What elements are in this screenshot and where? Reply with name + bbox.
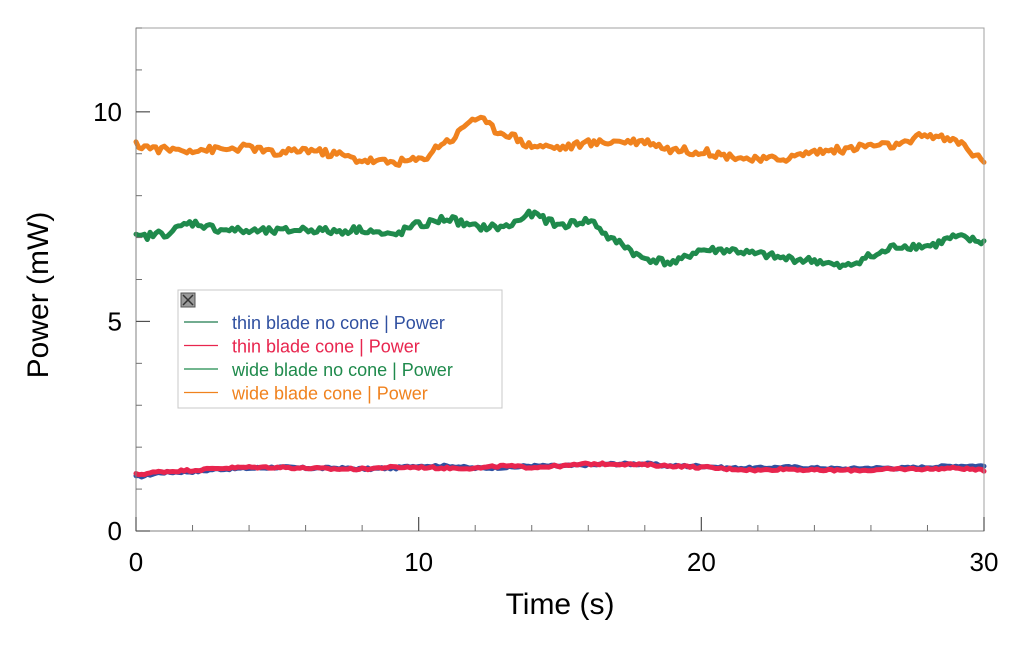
series-layer bbox=[133, 114, 987, 480]
x-axis-title: Time (s) bbox=[506, 588, 615, 621]
x-tick-label: 30 bbox=[970, 547, 999, 577]
y-tick-label: 5 bbox=[108, 306, 122, 336]
series-line-wide-blade-no-cone-power bbox=[133, 208, 987, 270]
y-axis-title: Power (mW) bbox=[22, 212, 55, 379]
legend-label: thin blade cone | Power bbox=[232, 337, 420, 357]
legend-item[interactable]: wide blade cone | Power bbox=[184, 384, 428, 404]
axes-layer: 0 10 20 30 0 5 10 bbox=[93, 27, 999, 577]
legend-box bbox=[177, 289, 503, 409]
x-tick-label: 0 bbox=[129, 547, 143, 577]
legend-label: thin blade no cone | Power bbox=[232, 313, 445, 333]
legend-items: thin blade no cone | Power thin blade con… bbox=[184, 313, 453, 404]
legend[interactable]: thin blade no cone | Power thin blade con… bbox=[177, 289, 503, 409]
y-tick-label: 10 bbox=[93, 97, 122, 127]
legend-item[interactable]: wide blade no cone | Power bbox=[184, 360, 453, 380]
y-tick-label: 0 bbox=[108, 516, 122, 546]
legend-close-icon[interactable] bbox=[180, 292, 196, 308]
series-line-wide-blade-cone-power bbox=[133, 114, 987, 168]
x-tick-label: 20 bbox=[687, 547, 716, 577]
legend-label: wide blade cone | Power bbox=[231, 384, 428, 404]
series-line-thin-blade-cone-power bbox=[133, 460, 987, 478]
legend-item[interactable]: thin blade cone | Power bbox=[184, 337, 420, 357]
legend-label: wide blade no cone | Power bbox=[231, 360, 453, 380]
legend-item[interactable]: thin blade no cone | Power bbox=[184, 313, 445, 333]
x-tick-label: 10 bbox=[404, 547, 433, 577]
